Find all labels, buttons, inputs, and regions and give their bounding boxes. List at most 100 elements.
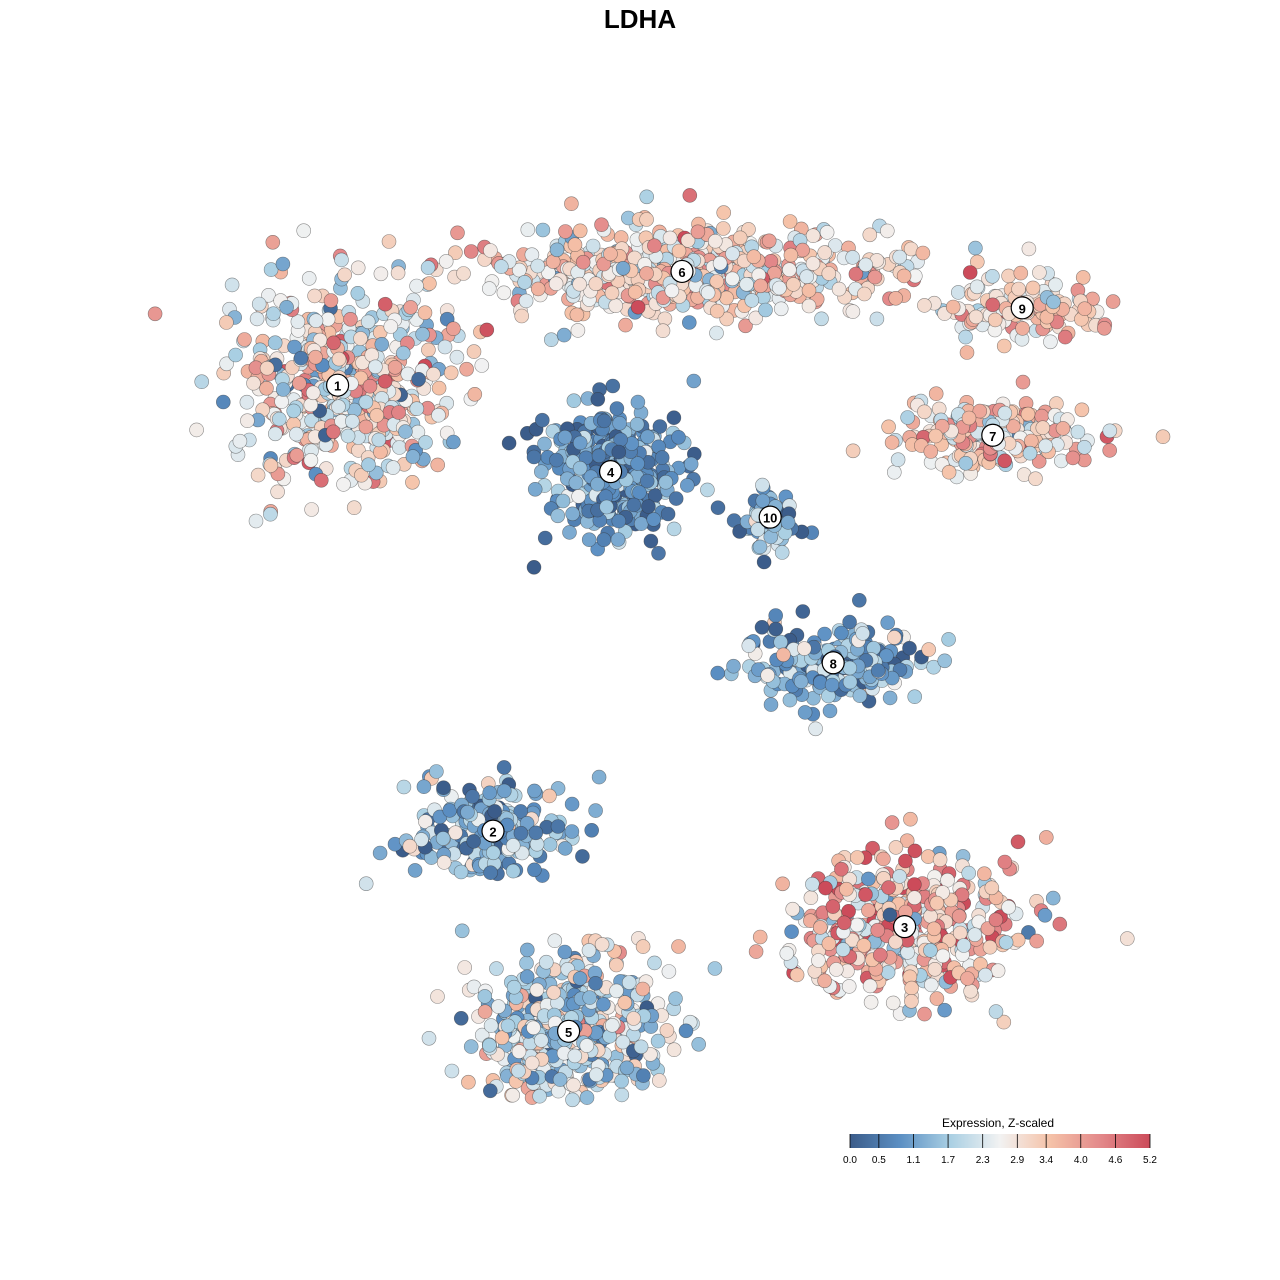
cell-point — [932, 852, 948, 868]
cell-point — [320, 311, 336, 327]
cell-point — [937, 1002, 952, 1018]
cell-point — [776, 647, 791, 663]
cell-point — [998, 935, 1014, 950]
cell-point — [756, 554, 772, 570]
cell-point — [630, 299, 646, 315]
cell-point — [422, 276, 437, 291]
cell-point — [550, 819, 566, 834]
cell-point — [952, 925, 968, 941]
cell-point — [489, 961, 504, 976]
cell-point — [967, 927, 983, 943]
cell-point — [882, 690, 898, 706]
cell-point — [926, 921, 942, 937]
cell-point — [996, 1014, 1012, 1030]
cell-point — [1070, 424, 1086, 440]
cell-point — [935, 948, 951, 964]
cell-point — [904, 993, 919, 1009]
cell-point — [886, 630, 902, 645]
cell-point — [358, 394, 374, 410]
cell-point — [537, 530, 553, 546]
cell-point — [997, 453, 1013, 469]
cell-point — [219, 356, 234, 372]
cell-point — [633, 1039, 649, 1055]
cell-point — [479, 322, 495, 338]
cell-point — [350, 285, 366, 301]
cell-point — [454, 923, 470, 939]
cell-point — [639, 189, 655, 205]
cell-point — [588, 276, 604, 292]
legend-colorbar: 0.0 0.5 1.1 1.7 2.3 2.9 3.4 4.0 4.6 5.2 — [843, 1134, 1157, 1166]
cell-point — [775, 876, 790, 892]
cell-point — [700, 285, 716, 301]
cell-point — [409, 401, 425, 417]
cell-point — [636, 1068, 651, 1083]
cell-point — [431, 407, 446, 423]
cell-point — [640, 429, 655, 445]
cell-point — [340, 428, 356, 444]
cell-point — [240, 413, 255, 429]
cell-point — [505, 863, 521, 879]
cell-point — [962, 265, 978, 280]
cell-point — [774, 545, 790, 560]
cell-point — [709, 303, 725, 319]
cell-point — [876, 851, 891, 867]
cell-point — [635, 939, 651, 954]
cell-point — [535, 222, 551, 238]
cluster-label-text: 4 — [607, 465, 615, 480]
cell-point — [568, 475, 584, 491]
cell-point — [671, 939, 686, 954]
cell-point — [1013, 265, 1029, 281]
cell-point — [609, 957, 624, 973]
cell-point — [429, 764, 444, 779]
cell-point — [251, 296, 267, 312]
cell-point — [647, 955, 662, 971]
cell-point — [857, 286, 872, 302]
cell-point — [418, 435, 433, 450]
cell-point — [514, 308, 530, 324]
cell-point — [719, 290, 734, 306]
cell-point — [662, 230, 678, 246]
cell-point — [808, 721, 823, 737]
cell-point — [984, 880, 1000, 896]
cell-point — [884, 435, 900, 450]
cell-point — [732, 230, 748, 246]
cell-point — [337, 267, 353, 283]
cell-point — [438, 254, 454, 269]
cell-point — [795, 604, 811, 619]
cluster-label-text: 1 — [334, 379, 341, 394]
cell-point — [381, 234, 397, 249]
cell-point — [398, 424, 413, 439]
cell-point — [1075, 270, 1091, 285]
cell-point — [811, 953, 826, 968]
cell-point — [760, 668, 776, 683]
cell-point — [463, 244, 479, 259]
cell-point — [805, 228, 821, 243]
cell-point — [289, 447, 305, 463]
cell-point — [668, 491, 684, 506]
cell-point — [416, 779, 432, 795]
legend-tick-label: 0.0 — [843, 1155, 857, 1166]
cell-point — [683, 456, 699, 472]
cell-point — [956, 938, 972, 953]
cell-point — [518, 293, 534, 309]
cell-point — [1001, 268, 1016, 284]
cell-point — [666, 521, 682, 537]
cell-point — [463, 1039, 479, 1054]
cell-point — [527, 862, 542, 878]
cell-point — [313, 472, 329, 488]
cell-point — [524, 1055, 540, 1071]
cell-point — [596, 996, 611, 1012]
cell-point — [430, 457, 446, 473]
cell-point — [1022, 445, 1038, 461]
cell-point — [928, 386, 944, 402]
cell-point — [671, 429, 686, 445]
cell-point — [785, 901, 801, 917]
cell-point — [414, 832, 429, 847]
cell-point — [758, 302, 773, 318]
cell-point — [923, 444, 939, 459]
cell-point — [232, 433, 248, 449]
cell-point — [564, 824, 580, 839]
cell-point — [753, 278, 769, 294]
cell-point — [588, 1067, 604, 1082]
